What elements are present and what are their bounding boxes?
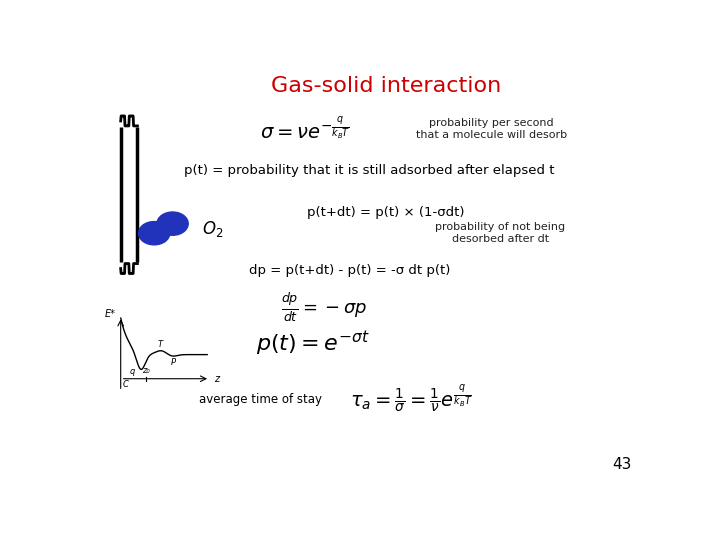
Text: $\tau_a = \frac{1}{\sigma} = \frac{1}{\nu} e^{\frac{q}{k_B T}}$: $\tau_a = \frac{1}{\sigma} = \frac{1}{\n… [350,384,472,415]
Text: E*: E* [105,309,116,319]
Text: $p(t) = e^{-\sigma t}$: $p(t) = e^{-\sigma t}$ [256,329,370,358]
Text: z₀: z₀ [142,367,150,375]
Text: dp = p(t+dt) - p(t) = -σ dt p(t): dp = p(t+dt) - p(t) = -σ dt p(t) [249,264,450,277]
Text: q: q [129,367,135,376]
Text: z: z [214,374,219,384]
Text: C: C [122,380,128,389]
Text: 43: 43 [612,457,631,472]
Text: $\sigma = \nu e^{-\frac{q}{k_B T}}$: $\sigma = \nu e^{-\frac{q}{k_B T}}$ [260,116,350,142]
Circle shape [138,221,170,245]
Text: probability per second
that a molecule will desorb: probability per second that a molecule w… [416,118,567,140]
Text: T: T [158,340,163,349]
Text: Gas-solid interaction: Gas-solid interaction [271,76,501,96]
Text: O$_2$: O$_2$ [202,219,223,239]
Text: probability of not being
desorbed after dt: probability of not being desorbed after … [435,222,565,244]
Text: p(t) = probability that it is still adsorbed after elapsed t: p(t) = probability that it is still adso… [184,164,554,177]
Text: P: P [171,358,176,367]
Text: $\frac{dp}{dt} = -\sigma p$: $\frac{dp}{dt} = -\sigma p$ [281,292,368,324]
Text: p(t+dt) = p(t) × (1-σdt): p(t+dt) = p(t) × (1-σdt) [307,206,464,219]
Circle shape [157,212,188,235]
Text: average time of stay: average time of stay [199,393,322,406]
